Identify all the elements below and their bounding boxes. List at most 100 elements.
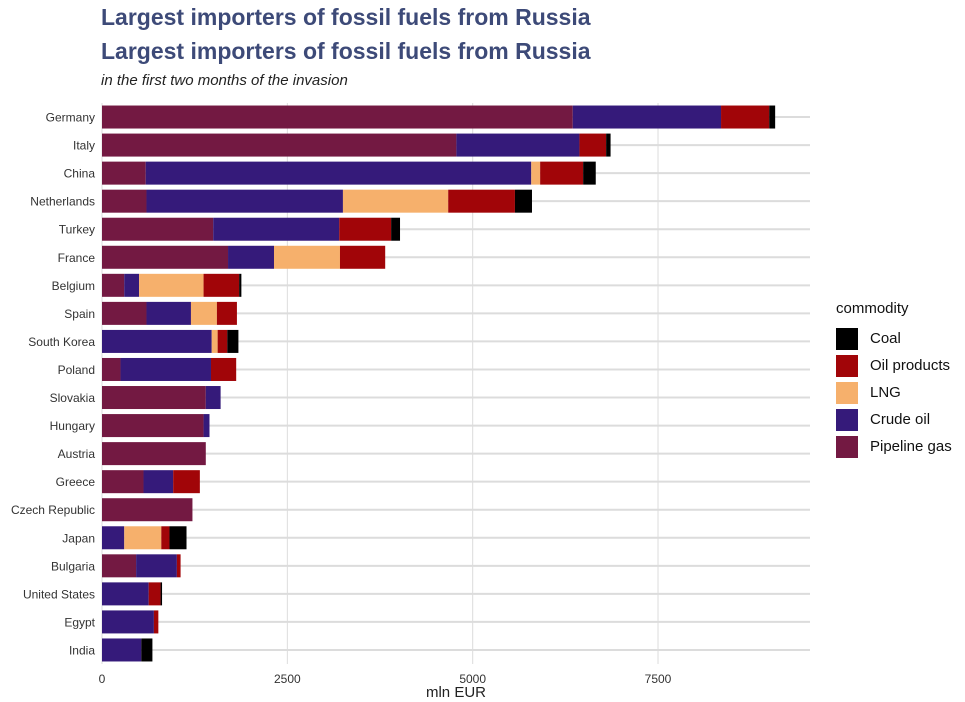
- y-tick-label: France: [58, 251, 96, 265]
- y-tick-label: Egypt: [64, 615, 95, 629]
- y-tick-label: Italy: [73, 139, 95, 153]
- bar-spain-oil-products: [216, 301, 237, 325]
- y-tick-label: Czech Republic: [11, 503, 95, 517]
- bar-belgium-coal: [239, 273, 242, 297]
- bar-netherlands-oil-products: [448, 189, 515, 213]
- bar-south-korea-crude-oil: [102, 329, 212, 353]
- bar-germany-oil-products: [721, 105, 770, 129]
- bar-south-korea-coal: [227, 329, 239, 353]
- bar-poland-pipeline-gas: [102, 357, 121, 381]
- y-tick-label: India: [69, 643, 95, 657]
- y-tick-label: Hungary: [50, 419, 95, 433]
- y-tick-label: Germany: [46, 111, 95, 125]
- x-tick-label: 5000: [459, 672, 486, 686]
- bar-austria-pipeline-gas: [102, 442, 206, 466]
- chart-title-repeat: Largest importers of fossil fuels from R…: [101, 38, 591, 64]
- bar-poland-oil-products: [210, 357, 237, 381]
- bar-turkey-coal: [391, 217, 401, 241]
- bar-turkey-oil-products: [339, 217, 392, 241]
- bar-hungary-pipeline-gas: [102, 414, 204, 438]
- bar-netherlands-pipeline-gas: [102, 189, 147, 213]
- bar-greece-crude-oil: [143, 470, 174, 494]
- y-tick-label: Slovakia: [50, 391, 96, 405]
- legend-item-crude-oil: Crude oil: [836, 406, 952, 433]
- bar-bulgaria-crude-oil: [136, 554, 177, 578]
- bar-germany-crude-oil: [572, 105, 722, 129]
- legend-item-oil-products: Oil products: [836, 352, 952, 379]
- bar-united-states-oil-products: [148, 582, 161, 606]
- y-tick-labels: Germany Italy China Netherlands Turkey France…: [11, 111, 96, 658]
- bar-germany-pipeline-gas: [102, 105, 573, 129]
- legend-swatch: [836, 381, 858, 404]
- bar-south-korea-lng: [211, 329, 218, 353]
- bar-egypt-crude-oil: [102, 610, 154, 634]
- bar-belgium-crude-oil: [124, 273, 140, 297]
- plot-panel: [102, 103, 810, 664]
- bar-spain-pipeline-gas: [102, 301, 147, 325]
- bar-france-lng: [273, 245, 340, 269]
- bar-japan-oil-products: [161, 526, 170, 550]
- bar-belgium-lng: [139, 273, 204, 297]
- legend-swatch: [836, 354, 858, 377]
- y-tick-label: Greece: [56, 475, 96, 489]
- bar-italy-coal: [606, 133, 611, 157]
- bar-india-crude-oil: [102, 638, 142, 662]
- legend-items: Coal Oil products LNG Crude oil Pipeline gas: [836, 325, 952, 460]
- bar-belgium-pipeline-gas: [102, 273, 125, 297]
- bar-china-oil-products: [540, 161, 584, 185]
- legend-item-coal: Coal: [836, 325, 952, 352]
- bar-belgium-oil-products: [203, 273, 240, 297]
- bar-turkey-crude-oil: [213, 217, 340, 241]
- bar-spain-lng: [190, 301, 217, 325]
- legend-swatch: [836, 435, 858, 458]
- bar-china-crude-oil: [145, 161, 532, 185]
- bar-italy-crude-oil: [456, 133, 580, 157]
- bar-south-korea-oil-products: [217, 329, 228, 353]
- y-tick-label: Japan: [62, 531, 95, 545]
- bar-france-pipeline-gas: [102, 245, 229, 269]
- bar-germany-coal: [769, 105, 776, 129]
- x-axis-title: mln EUR: [426, 684, 486, 701]
- bar-japan-coal: [169, 526, 187, 550]
- bar-united-states-coal: [160, 582, 163, 606]
- y-tick-label: Turkey: [59, 223, 95, 237]
- bar-china-pipeline-gas: [102, 161, 146, 185]
- legend-swatch: [836, 408, 858, 431]
- bar-france-crude-oil: [228, 245, 274, 269]
- legend-label: Pipeline gas: [870, 438, 952, 455]
- bar-spain-crude-oil: [146, 301, 191, 325]
- legend: commodity Coal Oil products LNG Crude oil Pi…: [836, 300, 952, 460]
- y-tick-label: Poland: [58, 363, 95, 377]
- bar-united-states-crude-oil: [102, 582, 149, 606]
- bar-india-coal: [141, 638, 153, 662]
- y-tick-label: Bulgaria: [51, 559, 95, 573]
- y-tick-label: Spain: [64, 307, 95, 321]
- bar-egypt-oil-products: [153, 610, 159, 634]
- x-tick-labels: 0 2500 5000 7500: [99, 672, 672, 686]
- y-tick-label: Netherlands: [30, 195, 95, 209]
- x-tick-label: 7500: [645, 672, 672, 686]
- y-tick-label: South Korea: [28, 335, 95, 349]
- x-tick-label: 2500: [274, 672, 301, 686]
- bar-greece-oil-products: [173, 470, 200, 494]
- bar-japan-crude-oil: [102, 526, 125, 550]
- legend-item-lng: LNG: [836, 379, 952, 406]
- y-tick-label: China: [64, 167, 96, 181]
- bar-japan-lng: [124, 526, 162, 550]
- legend-label: LNG: [870, 384, 901, 401]
- legend-label: Oil products: [870, 357, 951, 374]
- bar-china-lng: [531, 161, 541, 185]
- y-tick-label: Austria: [58, 447, 96, 461]
- bar-italy-pipeline-gas: [102, 133, 457, 157]
- legend-label: Coal: [870, 330, 901, 347]
- y-tick-label: Belgium: [52, 279, 95, 293]
- bar-netherlands-coal: [514, 189, 532, 213]
- bar-slovakia-crude-oil: [205, 386, 221, 410]
- bar-france-oil-products: [339, 245, 386, 269]
- legend-title: commodity: [836, 300, 909, 317]
- bars: [102, 105, 776, 662]
- bar-czech-republic-pipeline-gas: [102, 498, 193, 522]
- bar-slovakia-pipeline-gas: [102, 386, 206, 410]
- bar-poland-crude-oil: [120, 357, 211, 381]
